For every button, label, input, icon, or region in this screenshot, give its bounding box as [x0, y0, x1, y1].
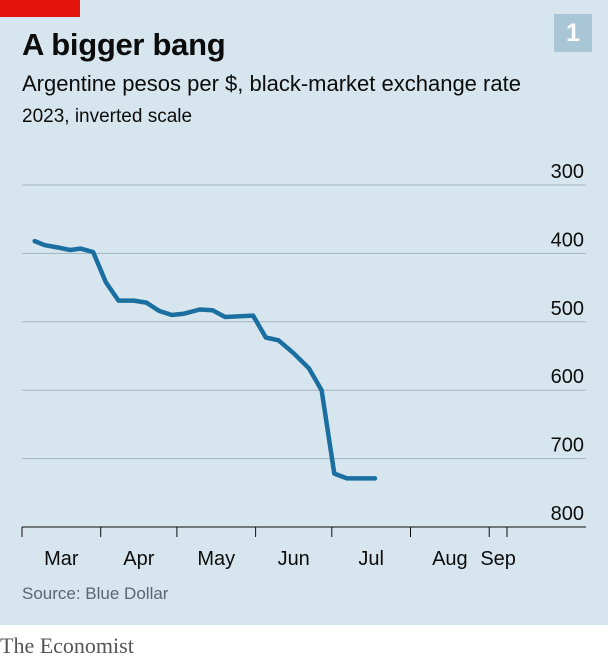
chart-plot: 300 400 500 600 700 800 Mar Apr May Jun Jul Aug Sep — [21, 161, 586, 570]
chart-subtitle: Argentine pesos per $, black-market exch… — [22, 71, 521, 96]
x-tick-label-may: May — [197, 548, 235, 570]
x-tick-label-aug: Aug — [432, 548, 468, 570]
x-tick-label-mar: Mar — [44, 548, 79, 570]
y-tick-label-600: 600 — [551, 366, 584, 388]
chart-panel — [0, 0, 608, 625]
y-tick-label-300: 300 — [551, 161, 584, 183]
x-tick-label-sep: Sep — [480, 548, 516, 570]
y-tick-label-500: 500 — [551, 298, 584, 320]
source-note: Source: Blue Dollar — [22, 584, 169, 603]
x-tick-label-apr: Apr — [123, 548, 154, 570]
x-tick-label-jun: Jun — [278, 548, 310, 570]
brand-tag — [0, 0, 80, 17]
series-line-0 — [32, 238, 378, 481]
x-tick-label-jul: Jul — [358, 548, 384, 570]
chart-title: A bigger bang — [22, 27, 226, 62]
chart-number-badge: 1 — [554, 14, 592, 52]
chart-note: 2023, inverted scale — [22, 106, 193, 127]
y-tick-label-700: 700 — [551, 435, 584, 457]
y-tick-label-800: 800 — [551, 503, 584, 525]
publisher-logo: The Economist — [0, 633, 134, 658]
y-tick-label-400: 400 — [551, 229, 584, 251]
